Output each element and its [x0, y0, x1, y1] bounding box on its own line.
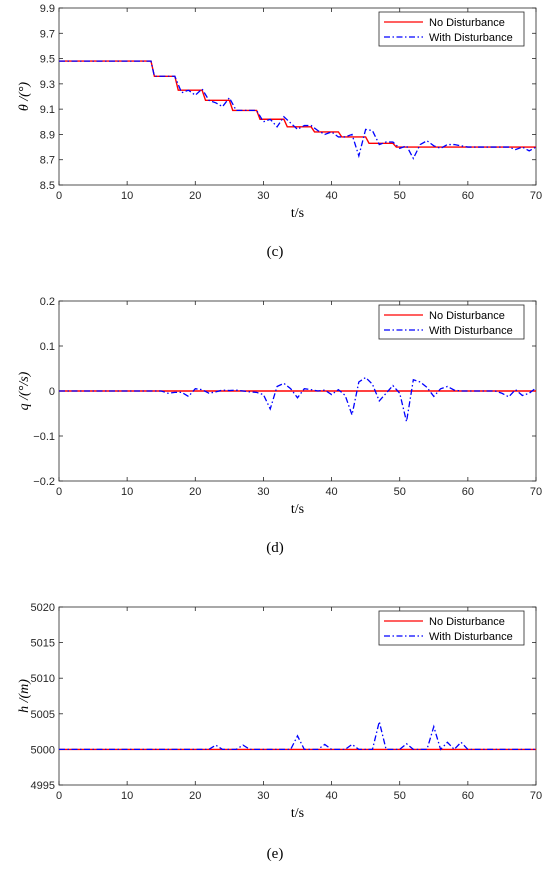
panel-caption: (c) [267, 244, 284, 260]
y-tick-label: 5005 [31, 709, 55, 721]
series-line-with-disturbance [59, 721, 536, 751]
x-tick-label: 30 [257, 486, 269, 498]
panel-caption: (e) [267, 846, 284, 862]
y-tick-label: 9.3 [40, 79, 55, 91]
y-tick-label: 9.9 [40, 3, 55, 15]
x-tick-label: 10 [121, 486, 133, 498]
legend-label: With Disturbance [429, 631, 513, 643]
y-tick-label: 5015 [31, 638, 55, 650]
legend-label: No Disturbance [429, 310, 505, 322]
x-axis-label: t/s [291, 806, 304, 821]
x-axis-label: t/s [291, 502, 304, 517]
legend-box [378, 610, 525, 646]
x-tick-label: 20 [189, 790, 201, 802]
y-tick-label: 9.5 [40, 54, 55, 66]
x-tick-label: 60 [462, 486, 474, 498]
panel-caption: (d) [266, 540, 284, 556]
x-tick-label: 10 [121, 790, 133, 802]
x-tick-label: 60 [462, 190, 474, 202]
x-axis-label: t/s [291, 206, 304, 221]
x-tick-label: 50 [394, 486, 406, 498]
x-tick-label: 0 [56, 190, 62, 202]
y-tick-label: 0 [49, 386, 55, 398]
chart-panel-3: 0 10 20 30 40 50 60 70 4995 5000 5005 5010 5015 5020 t… [17, 602, 542, 862]
legend-label: No Disturbance [429, 17, 505, 29]
y-axis-label: θ /(°) [17, 82, 32, 112]
x-tick-label: 60 [462, 790, 474, 802]
y-tick-label: 9.7 [40, 28, 55, 40]
x-tick-label: 50 [394, 190, 406, 202]
x-tick-label: 0 [56, 486, 62, 498]
y-tick-label: 8.7 [40, 155, 55, 167]
legend-label: With Disturbance [429, 325, 513, 337]
legend-box [378, 11, 525, 47]
legend-label: With Disturbance [429, 32, 513, 44]
chart-panel-1: 0 10 20 30 40 50 60 70 8.5 8.7 8.9 9.1 9.3 9.5 9.7 9.9 t… [17, 3, 542, 260]
y-tick-label: 8.5 [40, 180, 55, 192]
y-tick-label: −0.2 [33, 476, 55, 488]
y-tick-label: −0.1 [33, 431, 55, 443]
y-axis-label: q /(°/s) [17, 371, 32, 410]
x-tick-label: 70 [530, 190, 542, 202]
y-axis-label: h /(m) [17, 679, 32, 713]
y-tick-label: 5020 [31, 602, 55, 614]
series-line-with-disturbance [59, 60, 536, 160]
x-tick-label: 0 [56, 790, 62, 802]
y-tick-label: 9.1 [40, 104, 55, 116]
y-tick-label: 0.2 [40, 296, 55, 308]
x-tick-label: 40 [325, 190, 337, 202]
x-tick-label: 40 [325, 790, 337, 802]
legend-box [378, 304, 525, 340]
y-tick-label: 8.9 [40, 129, 55, 141]
x-tick-label: 70 [530, 486, 542, 498]
x-tick-label: 20 [189, 190, 201, 202]
x-tick-label: 40 [325, 486, 337, 498]
x-tick-label: 50 [394, 790, 406, 802]
x-tick-label: 30 [257, 790, 269, 802]
legend: No Disturbance With Disturbance [378, 304, 525, 340]
y-tick-label: 4995 [31, 780, 55, 792]
chart-panel-2: 0 10 20 30 40 50 60 70 −0.2 −0.1 0 0.1 0.2 t/s q /(°/s… [17, 296, 542, 556]
x-tick-label: 30 [257, 190, 269, 202]
y-tick-label: 0.1 [40, 341, 55, 353]
x-tick-label: 70 [530, 790, 542, 802]
x-tick-label: 20 [189, 486, 201, 498]
legend: No Disturbance With Disturbance [378, 610, 525, 646]
series-line-no-disturbance [59, 60, 536, 148]
x-tick-label: 10 [121, 190, 133, 202]
legend: No Disturbance With Disturbance [378, 11, 525, 47]
y-tick-label: 5000 [31, 744, 55, 756]
y-tick-label: 5010 [31, 673, 55, 685]
legend-label: No Disturbance [429, 616, 505, 628]
